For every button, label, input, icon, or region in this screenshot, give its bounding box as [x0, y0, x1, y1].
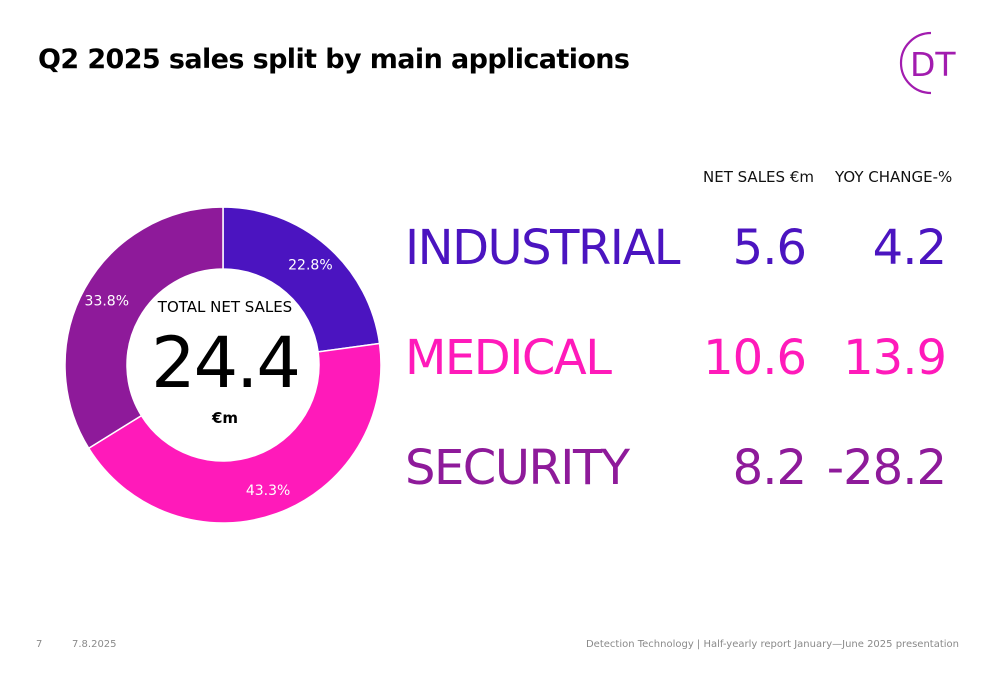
donut-svg: 22.8% 43.3% 33.8%: [64, 206, 382, 524]
donut-center-value: 24.4: [151, 322, 301, 404]
yoy-change-industrial: 4.2: [872, 220, 947, 276]
net-sales-industrial: 5.6: [732, 220, 807, 276]
page-number: 7: [36, 639, 43, 650]
column-header-yoy-change: YOY CHANGE-%: [835, 168, 953, 186]
row-label-medical: MEDICAL: [405, 330, 612, 386]
row-label-security: SECURITY: [405, 440, 630, 496]
donut-label-security: 33.8%: [85, 293, 129, 309]
donut-chart: 22.8% 43.3% 33.8% TOTAL NET SALES 24.4 €m: [60, 165, 390, 565]
column-header-net-sales: NET SALES €m: [703, 168, 814, 186]
donut-slice-industrial: [222, 206, 381, 353]
net-sales-medical: 10.6: [703, 330, 807, 386]
slide-title: Q2 2025 sales split by main applications: [38, 44, 630, 75]
donut-slice-security: [64, 206, 224, 450]
yoy-change-medical: 13.9: [843, 330, 947, 386]
footer-text: Detection Technology | Half-yearly repor…: [585, 639, 959, 650]
donut-label-industrial: 22.8%: [288, 258, 332, 274]
row-label-industrial: INDUSTRIAL: [405, 220, 681, 276]
donut-slice-medical: [87, 342, 382, 524]
net-sales-security: 8.2: [732, 440, 807, 496]
donut-center-title: TOTAL NET SALES: [157, 298, 293, 316]
yoy-change-security: -28.2: [826, 440, 947, 496]
donut-center-unit: €m: [211, 409, 239, 427]
dt-logo-icon: DT: [899, 31, 956, 95]
logo-text: DT: [910, 45, 956, 84]
slide-date: 7.8.2025: [72, 639, 117, 650]
donut-label-medical: 43.3%: [246, 483, 290, 499]
